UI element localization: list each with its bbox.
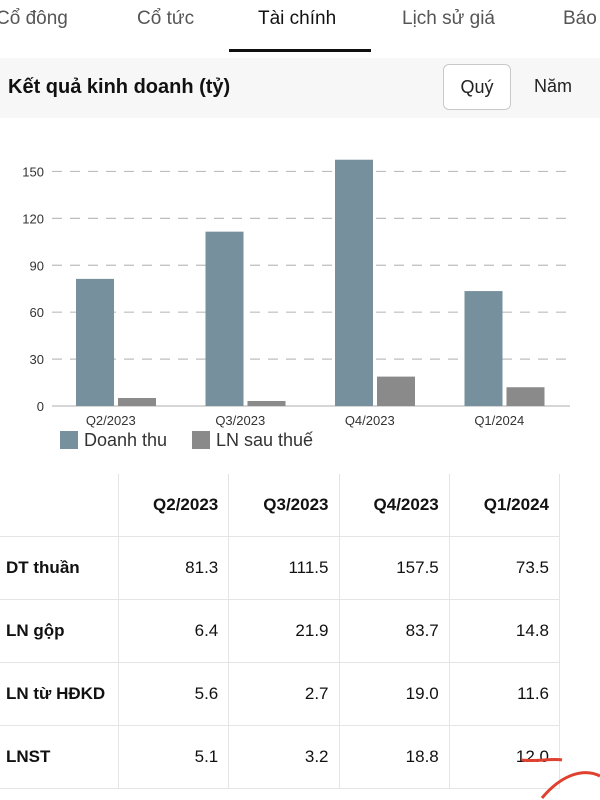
period-year-button[interactable]: Năm bbox=[533, 76, 572, 96]
table-cell: 14.8 bbox=[449, 599, 561, 663]
section-title: Kết quả kinh doanh (tỷ) bbox=[8, 76, 231, 98]
table-header-row: Q2/2023 Q3/2023 Q4/2023 Q1/2024 bbox=[0, 474, 561, 537]
bar-profit bbox=[377, 376, 415, 406]
bar-revenue bbox=[205, 231, 244, 406]
table-cell: 83.7 bbox=[339, 599, 450, 663]
legend-profit: LN sau thuế bbox=[192, 430, 313, 452]
table-row: LNST 5.1 3.2 18.8 12.0 bbox=[0, 725, 561, 789]
legend-revenue: Doanh thu bbox=[60, 430, 167, 452]
results-bar-chart: 0 30 60 90 120 150 Q2/2023 Q3/2023 Q4/2023 Q1/202… bbox=[22, 159, 570, 428]
table-cell: 2.7 bbox=[228, 662, 340, 726]
table-cell: 81.3 bbox=[118, 536, 230, 600]
table-cell: 5.6 bbox=[118, 662, 230, 726]
table-cell: 5.1 bbox=[118, 725, 230, 789]
table-column-header: Q4/2023 bbox=[339, 474, 450, 537]
row-label: LN từ HĐKD bbox=[0, 662, 119, 726]
tab-co-dong[interactable]: Cổ đông bbox=[0, 8, 68, 29]
period-quarter-button[interactable]: Quý bbox=[443, 64, 511, 110]
bar-profit bbox=[506, 387, 545, 406]
tab-lich-su-gia[interactable]: Lịch sử giá bbox=[402, 8, 495, 29]
y-tick-label: 120 bbox=[22, 211, 44, 226]
x-tick-label: Q4/2023 bbox=[345, 413, 395, 428]
y-tick-label: 30 bbox=[30, 352, 44, 367]
bar-revenue bbox=[464, 291, 503, 406]
table-column-header: Q2/2023 bbox=[118, 474, 230, 537]
table-cell: 19.0 bbox=[339, 662, 450, 726]
table-cell: 111.5 bbox=[228, 536, 340, 600]
bar-revenue bbox=[76, 278, 114, 406]
section-header: Kết quả kinh doanh (tỷ) Quý Năm bbox=[0, 58, 600, 118]
row-label: LNST bbox=[0, 725, 119, 789]
y-tick-label: 60 bbox=[30, 305, 44, 320]
x-tick-label: Q1/2024 bbox=[474, 413, 524, 428]
table-cell: 18.8 bbox=[339, 725, 450, 789]
row-label: DT thuần bbox=[0, 536, 119, 600]
legend-revenue-label: Doanh thu bbox=[84, 430, 168, 450]
legend-profit-label: LN sau thuế bbox=[216, 430, 314, 450]
table-cell: 21.9 bbox=[228, 599, 340, 663]
table-cell: 6.4 bbox=[118, 599, 230, 663]
y-tick-label: 150 bbox=[22, 164, 44, 179]
tab-tai-chinh[interactable]: Tài chính bbox=[258, 8, 337, 29]
table-cell: 12.0 bbox=[449, 725, 561, 789]
y-tick-label: 90 bbox=[30, 258, 44, 273]
table-row: LN từ HĐKD 5.6 2.7 19.0 11.6 bbox=[0, 662, 561, 726]
legend-revenue-swatch bbox=[60, 431, 78, 449]
row-label: LN gộp bbox=[0, 599, 119, 663]
bar-revenue bbox=[335, 159, 373, 406]
tab-bao[interactable]: Báo bbox=[563, 8, 597, 29]
x-tick-label: Q3/2023 bbox=[215, 413, 265, 428]
legend-profit-swatch bbox=[192, 431, 210, 449]
table-column-header: Q3/2023 bbox=[228, 474, 340, 537]
bar-profit bbox=[118, 398, 156, 406]
active-tab-indicator bbox=[229, 49, 371, 52]
table-row: LN gộp 6.4 21.9 83.7 14.8 bbox=[0, 599, 561, 663]
table-column-header: Q1/2024 bbox=[449, 474, 561, 537]
table-cell: 3.2 bbox=[228, 725, 340, 789]
red-annotation-mark bbox=[522, 757, 600, 799]
y-tick-label: 0 bbox=[37, 399, 44, 414]
tab-co-tuc[interactable]: Cổ tức bbox=[137, 8, 195, 29]
table-corner-cell bbox=[0, 474, 119, 537]
table-cell: 11.6 bbox=[449, 662, 561, 726]
x-tick-label: Q2/2023 bbox=[86, 413, 136, 428]
table-cell: 73.5 bbox=[449, 536, 561, 600]
bar-profit bbox=[247, 400, 286, 406]
table-cell: 157.5 bbox=[339, 536, 450, 600]
results-table: Q2/2023 Q3/2023 Q4/2023 Q1/2024 DT thuần… bbox=[0, 474, 561, 789]
tab-bar: Cổ đông Cổ tức Tài chính Lịch sử giá Báo bbox=[0, 0, 600, 52]
table-row: DT thuần 81.3 111.5 157.5 73.5 bbox=[0, 536, 561, 600]
